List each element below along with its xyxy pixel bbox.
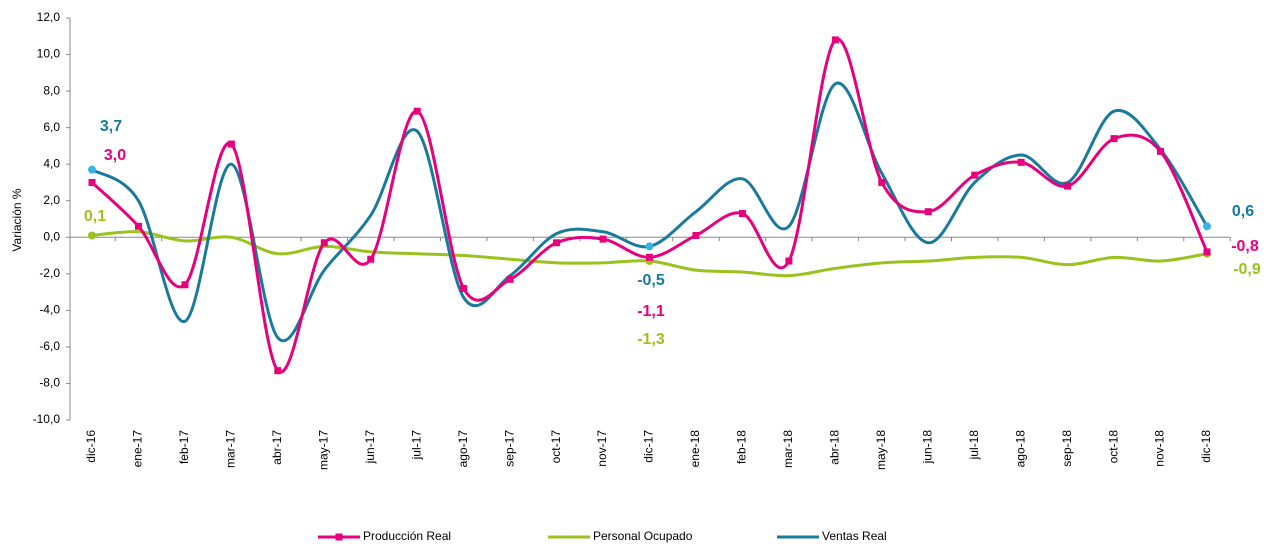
- marker: [1157, 147, 1165, 155]
- data-label: -0,5: [637, 272, 665, 289]
- data-label: 3,7: [100, 118, 122, 135]
- marker: [88, 165, 96, 174]
- x-tick-label: ene-17: [131, 430, 145, 468]
- data-label: -1,1: [637, 303, 665, 320]
- x-tick-label: abr-17: [270, 430, 284, 465]
- x-tick-label: nov-18: [1153, 430, 1167, 467]
- x-tick-label: ago-17: [456, 430, 470, 468]
- marker: [553, 239, 561, 247]
- marker: [88, 178, 96, 186]
- y-axis-label: Variación %: [10, 188, 24, 251]
- marker: [692, 231, 700, 239]
- data-label: -1,3: [637, 331, 665, 348]
- x-tick-label: sep-17: [502, 430, 516, 467]
- data-label: -0,8: [1231, 238, 1259, 255]
- y-tick-label: 12,0: [37, 10, 61, 24]
- x-tick-label: nov-17: [595, 430, 609, 467]
- marker: [181, 281, 189, 289]
- legend-label: Personal Ocupado: [593, 529, 693, 543]
- x-tick-label: feb-18: [735, 430, 749, 464]
- marker: [367, 255, 375, 263]
- marker: [1017, 158, 1025, 166]
- x-tick-label: jul-18: [967, 430, 981, 461]
- x-tick-label: jun-17: [363, 430, 377, 465]
- marker: [320, 239, 328, 247]
- marker: [460, 284, 468, 292]
- y-tick-label: 6,0: [43, 120, 60, 134]
- x-tick-label: sep-18: [1060, 430, 1074, 467]
- data-label: 0,1: [84, 208, 106, 225]
- marker: [738, 210, 746, 218]
- legend-label: Ventas Real: [822, 529, 887, 543]
- x-tick-label: dic-16: [84, 430, 98, 463]
- marker: [878, 178, 886, 186]
- marker: [134, 222, 142, 230]
- marker: [785, 257, 793, 265]
- x-tick-label: mar-17: [224, 430, 238, 468]
- y-tick-label: 2,0: [43, 193, 60, 207]
- y-tick-label: 8,0: [43, 83, 60, 97]
- data-label: -0,9: [1233, 261, 1261, 278]
- x-tick-label: mar-18: [781, 430, 795, 468]
- marker: [1110, 135, 1118, 143]
- x-tick-label: may-17: [316, 430, 330, 470]
- x-tick-label: ene-18: [688, 430, 702, 468]
- legend-marker: [335, 533, 343, 541]
- marker: [227, 140, 235, 148]
- series-line: [90, 37, 1209, 374]
- y-tick-label: -2,0: [39, 266, 60, 280]
- x-tick-label: feb-17: [177, 430, 191, 464]
- marker: [599, 235, 607, 243]
- x-tick-label: abr-18: [828, 430, 842, 465]
- marker: [645, 242, 654, 251]
- x-tick-label: dic-18: [1199, 430, 1213, 463]
- y-tick-label: -10,0: [33, 412, 61, 426]
- marker: [1064, 182, 1072, 190]
- x-tick-label: dic-17: [642, 430, 656, 463]
- legend-label: Producción Real: [363, 529, 451, 543]
- y-tick-label: 4,0: [43, 156, 60, 170]
- marker: [831, 36, 839, 44]
- marker: [1203, 222, 1211, 231]
- marker: [646, 253, 653, 261]
- y-tick-label: -4,0: [39, 303, 60, 317]
- marker: [924, 208, 932, 216]
- x-tick-label: oct-18: [1106, 430, 1120, 464]
- marker: [413, 107, 421, 115]
- data-label: 3,0: [104, 147, 126, 164]
- series-line: [91, 81, 1209, 343]
- data-label: 0,6: [1232, 203, 1254, 220]
- marker: [274, 367, 282, 375]
- x-tick-label: ago-18: [1013, 430, 1027, 468]
- y-tick-label: -8,0: [39, 376, 60, 390]
- marker: [971, 171, 979, 179]
- marker: [506, 275, 514, 283]
- y-tick-label: -6,0: [39, 339, 60, 353]
- y-tick-label: 0,0: [43, 229, 60, 243]
- x-tick-label: jul-17: [409, 430, 423, 461]
- marker: [1203, 248, 1211, 256]
- x-tick-label: oct-17: [549, 430, 563, 464]
- y-tick-label: 10,0: [37, 47, 61, 61]
- x-tick-label: may-18: [874, 430, 888, 470]
- x-tick-label: jun-18: [920, 430, 934, 465]
- marker: [88, 231, 96, 240]
